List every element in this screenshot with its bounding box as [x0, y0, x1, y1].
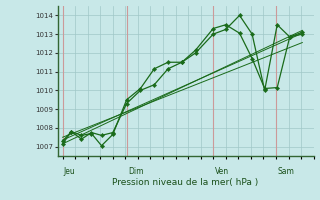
- X-axis label: Pression niveau de la mer( hPa ): Pression niveau de la mer( hPa ): [112, 178, 259, 187]
- Text: Ven: Ven: [214, 167, 228, 176]
- Text: Dim: Dim: [128, 167, 143, 176]
- Text: Sam: Sam: [277, 167, 294, 176]
- Text: Jeu: Jeu: [64, 167, 76, 176]
